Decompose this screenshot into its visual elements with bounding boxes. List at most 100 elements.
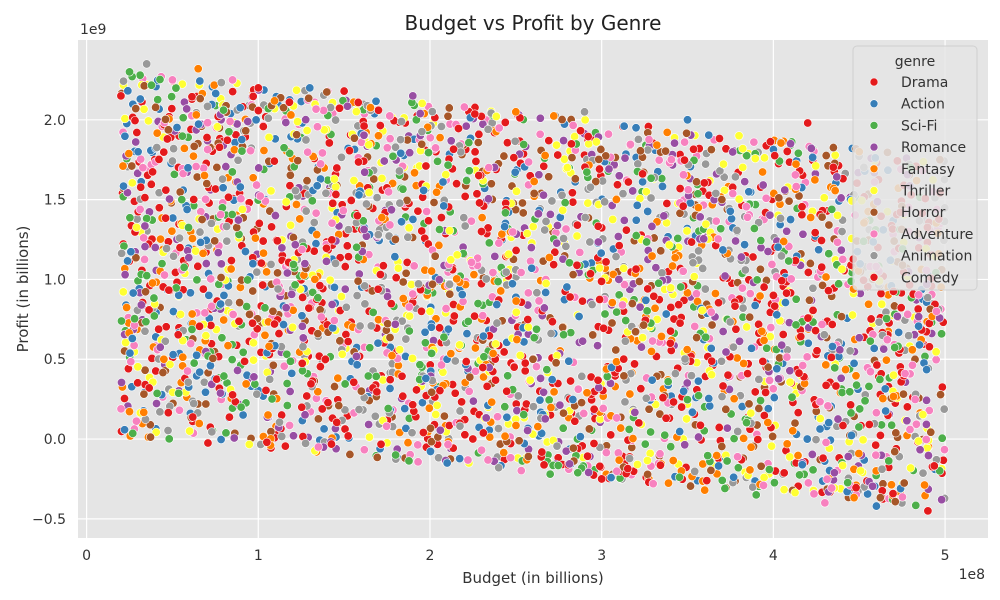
scatter-point — [297, 311, 307, 321]
scatter-point — [526, 243, 536, 253]
scatter-point — [575, 432, 585, 442]
scatter-point — [768, 431, 778, 441]
scatter-point — [528, 222, 538, 232]
scatter-point — [584, 424, 594, 434]
scatter-point — [580, 107, 590, 117]
scatter-point — [248, 286, 258, 296]
scatter-point — [931, 355, 941, 365]
scatter-point — [545, 209, 555, 219]
scatter-point — [386, 299, 396, 309]
scatter-point — [125, 348, 135, 358]
scatter-point — [733, 426, 743, 436]
scatter-point — [855, 404, 865, 414]
scatter-point — [518, 208, 528, 218]
scatter-point — [741, 202, 751, 212]
scatter-point — [614, 290, 624, 300]
scatter-point — [511, 245, 521, 255]
scatter-point — [742, 418, 752, 428]
scatter-point — [464, 386, 474, 396]
scatter-point — [740, 177, 750, 187]
scatter-point — [337, 349, 347, 359]
legend-label: Action — [901, 97, 945, 113]
scatter-point — [488, 268, 498, 278]
scatter-point — [860, 396, 870, 406]
scatter-point — [678, 266, 688, 276]
scatter-point — [312, 122, 322, 132]
scatter-point — [146, 432, 156, 442]
scatter-point — [460, 221, 470, 231]
scatter-point — [304, 303, 314, 313]
scatter-point — [721, 404, 731, 414]
scatter-point — [250, 233, 260, 243]
scatter-point — [706, 145, 716, 155]
scatter-point — [224, 298, 234, 308]
scatter-point — [720, 271, 730, 281]
scatter-point — [198, 248, 208, 258]
scatter-point — [315, 362, 325, 372]
scatter-point — [631, 123, 641, 133]
scatter-point — [619, 263, 629, 273]
scatter-point — [256, 258, 266, 268]
scatter-point — [241, 126, 251, 136]
scatter-point — [443, 160, 453, 170]
scatter-point — [922, 395, 932, 405]
scatter-point — [366, 321, 376, 331]
scatter-point — [290, 186, 300, 196]
scatter-point — [195, 76, 205, 86]
scatter-point — [707, 356, 717, 366]
scatter-point — [297, 321, 307, 331]
scatter-point — [678, 201, 688, 211]
scatter-point — [262, 437, 272, 447]
scatter-point — [217, 333, 227, 343]
scatter-point — [297, 402, 307, 412]
scatter-point — [643, 284, 653, 294]
scatter-point — [363, 371, 373, 381]
scatter-point — [529, 333, 539, 343]
scatter-point — [803, 267, 813, 277]
scatter-point — [547, 317, 557, 327]
scatter-point — [194, 119, 204, 129]
scatter-point — [160, 336, 170, 346]
scatter-point — [488, 348, 498, 358]
scatter-point — [245, 309, 255, 319]
scatter-point — [937, 433, 947, 443]
y-tick-label: −0.5 — [32, 512, 66, 528]
y-tick-label: 0.0 — [44, 432, 66, 448]
scatter-point — [290, 240, 300, 250]
scatter-point — [510, 167, 520, 177]
scatter-point — [668, 456, 678, 466]
scatter-point — [193, 64, 203, 74]
scatter-point — [793, 450, 803, 460]
scatter-point — [720, 483, 730, 493]
scatter-point — [142, 214, 152, 224]
scatter-point — [692, 177, 702, 187]
scatter-point — [395, 198, 405, 208]
scatter-point — [216, 273, 226, 283]
scatter-point — [750, 154, 760, 164]
scatter-point — [753, 434, 763, 444]
scatter-point — [408, 400, 418, 410]
scatter-point — [820, 498, 830, 508]
scatter-point — [512, 335, 522, 345]
scatter-point — [665, 338, 675, 348]
scatter-point — [738, 144, 748, 154]
scatter-point — [809, 489, 819, 499]
scatter-point — [332, 163, 342, 173]
scatter-point — [721, 347, 731, 357]
scatter-point — [706, 465, 716, 475]
scatter-point — [424, 148, 434, 158]
scatter-point — [881, 406, 891, 416]
scatter-point — [586, 269, 596, 279]
scatter-point — [452, 250, 462, 260]
scatter-point — [280, 441, 290, 451]
scatter-point — [568, 197, 578, 207]
scatter-point — [290, 280, 300, 290]
scatter-point — [864, 381, 874, 391]
scatter-point — [499, 347, 509, 357]
scatter-point — [162, 134, 172, 144]
legend-marker — [869, 272, 879, 282]
scatter-point — [914, 436, 924, 446]
scatter-point — [140, 326, 150, 336]
scatter-point — [237, 204, 247, 214]
scatter-point — [717, 475, 727, 485]
